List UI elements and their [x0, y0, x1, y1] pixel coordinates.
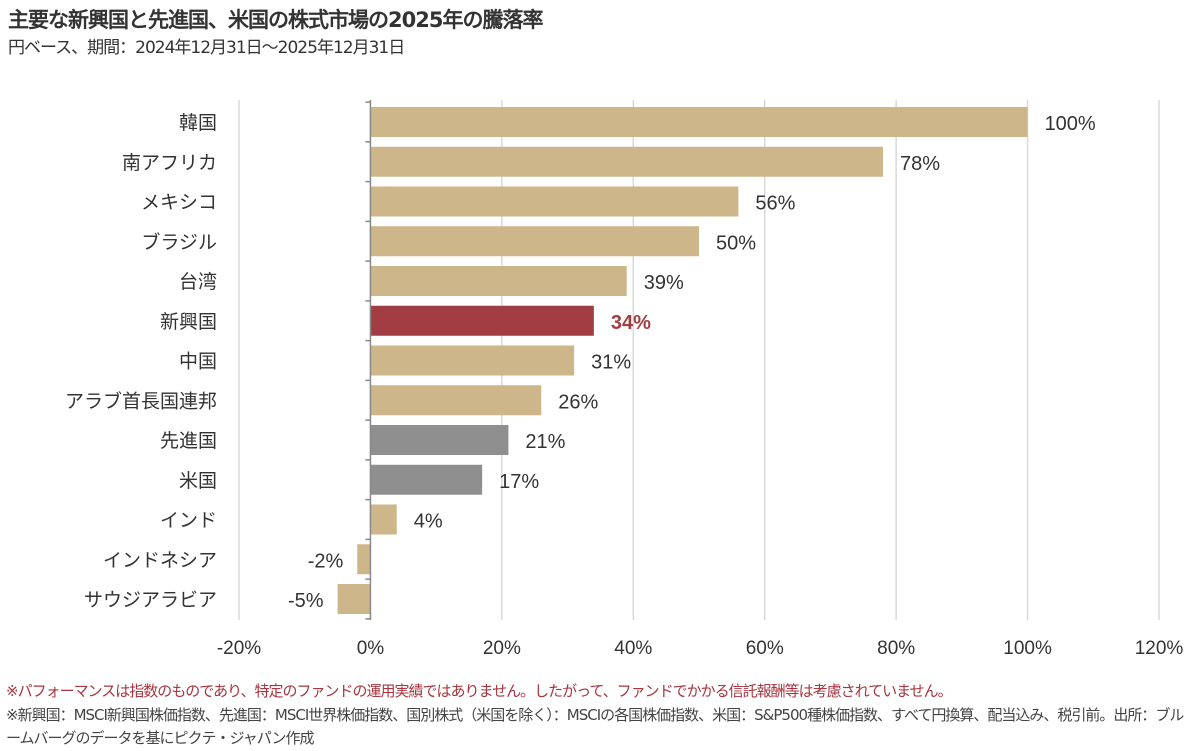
bar [370, 464, 483, 495]
x-tick-label: 100% [1003, 638, 1052, 659]
category-label: アラブ首長国連邦 [65, 389, 217, 412]
source-note: ※新興国：MSCI新興国株価指数、先進国：MSCI世界株価指数、国別株式（米国を… [6, 706, 1184, 747]
category-label: 新興国 [160, 311, 217, 333]
bar [370, 266, 627, 296]
bar-chart: -20% 0% 20% 40% 60% 80% 100% 120% 韓国 100% 南アフリカ 78%… [65, 100, 1184, 659]
data-label: 21% [525, 431, 565, 453]
category-label: 米国 [179, 470, 217, 492]
x-tick-label: 20% [483, 638, 521, 659]
category-label: インドネシア [103, 549, 217, 571]
data-label: 4% [414, 511, 443, 533]
bar [370, 425, 509, 455]
data-label: 34% [611, 312, 651, 334]
chart-subtitle: 円ベース、期間：2024年12月31日～2025年12月31日 [8, 38, 405, 58]
category-label: サウジアラビア [84, 589, 217, 611]
bar [370, 305, 594, 336]
x-tick-label: -20% [217, 638, 261, 659]
x-tick-label: 80% [877, 638, 915, 659]
data-label: 31% [591, 352, 631, 374]
category-label: 南アフリカ [122, 152, 217, 174]
bar [370, 146, 883, 177]
chart-title: 主要な新興国と先進国、米国の株式市場の2025年の騰落率 [8, 8, 543, 32]
data-label: -2% [308, 550, 344, 572]
category-label: ブラジル [141, 230, 217, 253]
data-label: 17% [499, 471, 539, 493]
bar [357, 544, 371, 575]
bar [370, 385, 542, 416]
bar [370, 226, 699, 257]
bar [370, 107, 1028, 137]
bar [370, 186, 739, 217]
category-label: メキシコ [141, 192, 217, 214]
bar [370, 345, 575, 376]
category-label: 韓国 [179, 112, 217, 134]
x-tick-label: 0% [357, 638, 385, 659]
category-label: 先進国 [160, 430, 217, 452]
data-label: 78% [900, 153, 940, 175]
category-label: 台湾 [179, 271, 217, 293]
data-label: -5% [288, 590, 324, 612]
disclaimer-note: ※パフォーマンスは指数のものであり、特定のファンドの運用実績ではありません。した… [6, 682, 953, 700]
data-label: 100% [1045, 113, 1096, 135]
x-tick-label: 40% [614, 638, 652, 659]
data-label: 39% [644, 272, 684, 294]
bar [370, 504, 397, 535]
x-tick-label: 60% [746, 638, 784, 659]
x-tick-label: 120% [1135, 638, 1184, 659]
bar [337, 584, 371, 614]
data-label: 56% [755, 193, 795, 215]
category-label: インド [160, 510, 217, 532]
category-label: 中国 [179, 351, 217, 373]
data-label: 26% [558, 391, 598, 413]
data-label: 50% [716, 232, 756, 254]
